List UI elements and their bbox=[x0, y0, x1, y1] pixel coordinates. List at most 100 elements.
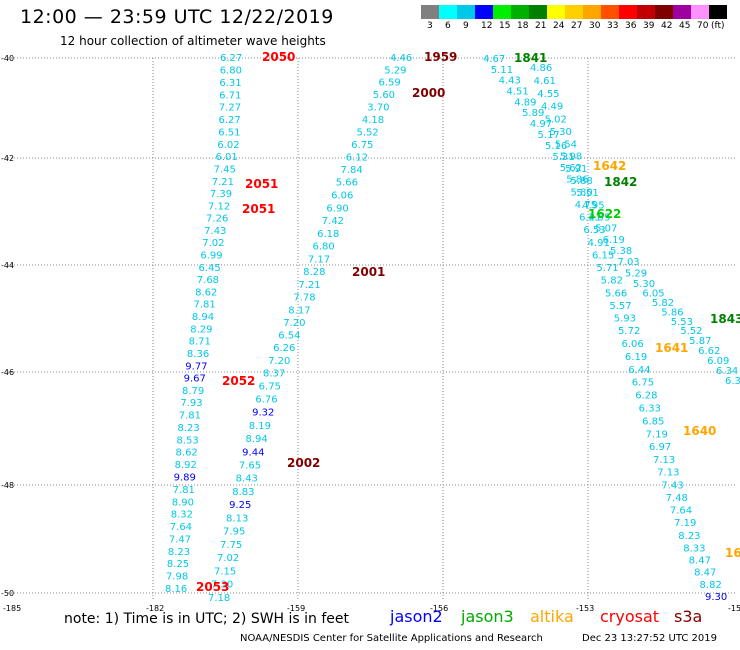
swh-value: 9.77 bbox=[185, 361, 207, 372]
swh-value: 5.11 bbox=[491, 65, 513, 76]
legend-label: 45 bbox=[679, 21, 691, 31]
time-label: 2002 bbox=[287, 456, 320, 470]
swh-value: 6.54 bbox=[278, 331, 300, 342]
swh-value: 5.66 bbox=[605, 288, 627, 299]
swh-value: 6.09 bbox=[707, 356, 729, 367]
swh-value: 6.33 bbox=[639, 404, 661, 415]
swh-value: 6.62 bbox=[698, 346, 720, 357]
swh-value: 5.86 bbox=[661, 307, 683, 318]
legend-swatch: 36 bbox=[619, 5, 637, 31]
swh-value: 7.81 bbox=[179, 411, 201, 422]
legend-label: 39 bbox=[643, 21, 655, 31]
legend-label: 24 bbox=[553, 21, 565, 31]
legend-label: 9 bbox=[463, 21, 469, 31]
swh-value: 7.02 bbox=[217, 553, 239, 564]
swh-value: 6.06 bbox=[621, 339, 643, 350]
swh-value: 5.71 bbox=[596, 263, 618, 274]
swh-value: 6.51 bbox=[218, 128, 240, 139]
lon-label: -182 bbox=[146, 604, 164, 613]
swh-value: 4.55 bbox=[537, 89, 559, 100]
swh-value: 7.48 bbox=[666, 493, 688, 504]
swh-value: 6.05 bbox=[642, 288, 664, 299]
time-label: 1959 bbox=[424, 50, 457, 64]
legend-swatch: 15 bbox=[493, 5, 511, 31]
swh-value: 4.61 bbox=[534, 76, 556, 87]
swh-value: 5.80 bbox=[571, 187, 593, 198]
swh-value: 7.75 bbox=[220, 540, 242, 551]
map-grid bbox=[8, 57, 735, 600]
legend-label: 6 bbox=[445, 21, 451, 31]
swh-value: 4.49 bbox=[541, 102, 563, 113]
swh-value: 9.89 bbox=[174, 472, 196, 483]
swh-value: 8.13 bbox=[226, 513, 248, 524]
time-label: 1642 bbox=[593, 159, 626, 173]
swh-value: 7.81 bbox=[194, 300, 216, 311]
page-subtitle: 12 hour collection of altimeter wave hei… bbox=[60, 34, 326, 48]
time-label: 1622 bbox=[588, 207, 621, 221]
swh-value: 7.93 bbox=[180, 398, 202, 409]
lat-label: -48 bbox=[1, 481, 14, 490]
swh-value: 4.91 bbox=[588, 238, 610, 249]
time-label: 2053 bbox=[196, 580, 229, 594]
swh-value: 7.84 bbox=[340, 165, 362, 176]
swh-value: 4.86 bbox=[530, 63, 552, 74]
swh-value: 6.75 bbox=[632, 378, 654, 389]
swh-value: 6.44 bbox=[628, 365, 650, 376]
swh-value: 8.37 bbox=[263, 368, 285, 379]
swh-value: 4.51 bbox=[506, 86, 528, 97]
swh-value: 7.03 bbox=[617, 257, 639, 268]
swh-value: 6.15 bbox=[592, 250, 614, 261]
swh-value: 5.38 bbox=[610, 246, 632, 257]
time-label: 2052 bbox=[222, 374, 255, 388]
swh-value: 6.18 bbox=[317, 229, 339, 240]
satellite-name: altika bbox=[530, 607, 574, 626]
lat-label: -44 bbox=[1, 261, 14, 270]
legend-label: 70 bbox=[697, 21, 709, 31]
legend-swatch: 70 bbox=[691, 5, 709, 31]
swh-value: 6.80 bbox=[312, 242, 334, 253]
swh-value: 5.52 bbox=[680, 326, 702, 337]
lon-label: -156 bbox=[430, 604, 448, 613]
swh-value: 7.30 bbox=[211, 580, 233, 591]
satellite-name: jason3 bbox=[461, 607, 514, 626]
satellite-name: jason2 bbox=[390, 607, 443, 626]
swh-value: 9.25 bbox=[229, 500, 251, 511]
swh-value: 7.13 bbox=[657, 468, 679, 479]
swh-value: 8.94 bbox=[245, 434, 267, 445]
swh-value: 5.51 bbox=[576, 188, 598, 199]
page-title: 12:00 — 23:59 UTC 12/22/2019 bbox=[20, 6, 334, 28]
swh-value: 7.19 bbox=[646, 429, 668, 440]
swh-value: 7.13 bbox=[653, 455, 675, 466]
swh-value: 5.53 bbox=[671, 317, 693, 328]
swh-value: 8.47 bbox=[694, 568, 716, 579]
altimeter-tracks: 6.276.806.316.717.276.276.516.026.017.45… bbox=[165, 53, 740, 604]
swh-value: 8.71 bbox=[189, 337, 211, 348]
swh-value: 8.62 bbox=[176, 448, 198, 459]
legend-unit: (ft) bbox=[711, 21, 725, 31]
swh-value: 8.32 bbox=[171, 510, 193, 521]
swh-value: 8.62 bbox=[195, 287, 217, 298]
swh-value: 8.17 bbox=[288, 305, 310, 316]
swh-value: 5.72 bbox=[618, 326, 640, 337]
swh-value: 5.62 bbox=[560, 163, 582, 174]
swh-value: 8.94 bbox=[192, 312, 214, 323]
swh-value: 8.36 bbox=[187, 349, 209, 360]
swh-value: 8.90 bbox=[172, 497, 194, 508]
swh-value: 7.68 bbox=[197, 275, 219, 286]
legend-label: 21 bbox=[535, 21, 547, 31]
swh-value: 5.82 bbox=[652, 298, 674, 309]
swh-value: 6.21 bbox=[579, 213, 601, 224]
swh-value: 6.12 bbox=[346, 152, 368, 163]
swh-value: 7.12 bbox=[208, 201, 230, 212]
time-label: 1640 bbox=[683, 424, 716, 438]
swh-value: 7.45 bbox=[214, 164, 236, 175]
swh-value: 5.29 bbox=[625, 268, 647, 279]
swh-value: 5.89 bbox=[522, 108, 544, 119]
legend-label: 30 bbox=[589, 21, 601, 31]
swh-value: 3.70 bbox=[367, 102, 389, 113]
time-label: 16 bbox=[725, 546, 740, 560]
legend-swatch: 18 bbox=[511, 5, 529, 31]
satellite-name: s3a bbox=[674, 607, 703, 626]
time-label: 2050 bbox=[262, 50, 295, 64]
